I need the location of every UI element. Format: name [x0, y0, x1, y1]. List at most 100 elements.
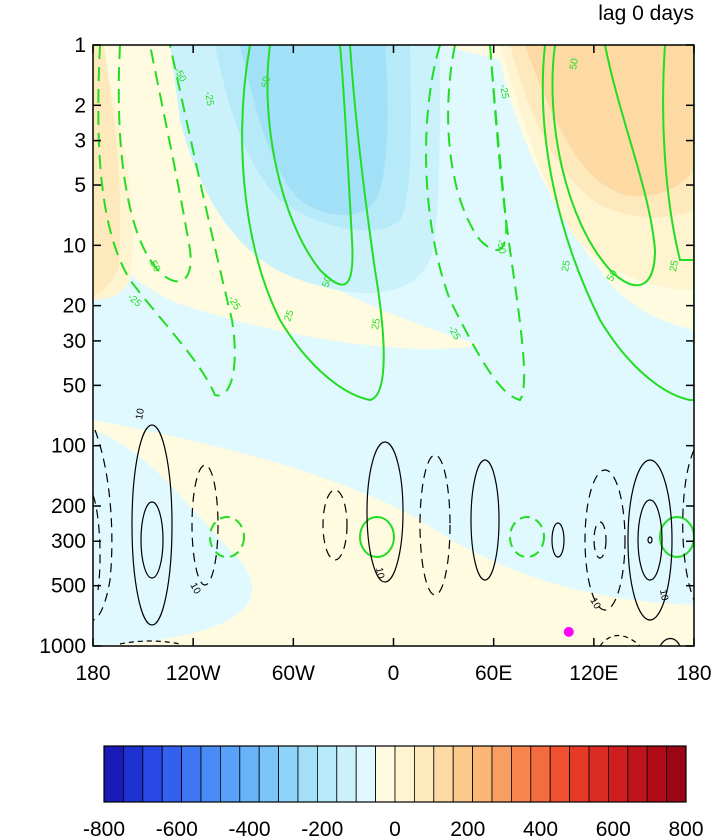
contour-black-solid-5	[551, 522, 565, 558]
colorbar-swatch-7	[239, 745, 260, 803]
colorbar-swatch-19	[472, 745, 493, 803]
contour-green-solid-3	[541, 45, 694, 401]
clabel-upper-0: 50	[260, 75, 273, 88]
shade-blue-3	[240, 45, 388, 215]
clabel-upper-3: -25	[202, 91, 215, 108]
x-tick-label-0: 180	[75, 662, 110, 685]
contour-black-solid-3	[366, 441, 404, 583]
green-loops-300hpa	[209, 516, 694, 558]
colorbar-tick-label-4: 0	[389, 818, 401, 838]
clabel-upper-13: 25	[560, 259, 573, 272]
colorbar-swatch-6	[219, 745, 241, 803]
clabel-upper-8: -50	[494, 239, 507, 256]
colorbar-swatch-18	[452, 745, 474, 803]
clabel-upper-14: 50	[605, 268, 620, 284]
contour-black-dashed-7	[593, 521, 607, 559]
colorbar-swatch-15	[394, 745, 415, 803]
y-tick-label-6: 30	[63, 330, 86, 353]
colorbar-swatch-13	[355, 745, 377, 803]
colorbar-swatch-26	[608, 745, 629, 803]
colorbar-swatch-29	[666, 745, 687, 803]
contour-black-dashed-2	[93, 494, 101, 591]
colorbar-tick-label-5: 200	[450, 818, 485, 838]
x-tick-label-1: 120W	[166, 662, 221, 685]
contour-black-dashed-5	[419, 454, 451, 596]
clabel-lower-1: 10	[187, 581, 202, 597]
contour-green-solid-1	[241, 45, 385, 402]
colorbar-swatch-8	[258, 745, 280, 803]
x-tick-label-2: 60W	[272, 662, 315, 685]
contour-black-solid-2	[140, 501, 164, 579]
colorbar-swatch-2	[142, 745, 163, 803]
colorbar-tick-label-6: 400	[523, 818, 558, 838]
x-tick-label-3: 0	[388, 662, 400, 685]
contour-green-dashed-1	[97, 45, 236, 397]
lower-contour-labels: 10 10 10 10 10	[134, 407, 670, 611]
chart-title: lag 0 days	[598, 2, 694, 25]
y-tick-label-9: 200	[51, 495, 86, 518]
clabel-lower-0: 10	[134, 407, 147, 420]
contour-green-dashed-2	[117, 45, 192, 283]
y-tick-label-10: 300	[51, 530, 86, 553]
colorbar-tick-label-8: 800	[668, 818, 703, 838]
colorbar-swatch-24	[569, 745, 590, 803]
contour-black-solid-7	[637, 499, 663, 581]
contour-black-solid-4	[470, 459, 500, 581]
clabel-lower-4: 10	[657, 589, 670, 602]
contour-green-solid-2	[266, 45, 354, 286]
y-tick-label-5: 20	[63, 295, 86, 318]
y-tick-label-0: 1	[74, 34, 86, 57]
shading-layer	[93, 45, 694, 646]
shade-lower-left-blue	[93, 430, 253, 646]
colorbar-swatch-11	[316, 745, 338, 803]
colorbar-swatch-28	[646, 745, 668, 803]
contour-black-dashed-8	[682, 449, 694, 601]
y-axis: 1 2 3 5 10 20 30 50 100 200 300 500 1000	[39, 34, 694, 658]
clabel-upper-1: 25	[282, 308, 296, 323]
colorbar-border	[103, 745, 687, 803]
contour-black-near-surface-2	[599, 634, 641, 646]
y-tick-label-8: 100	[51, 435, 86, 458]
x-tick-label-5: 120E	[569, 662, 618, 685]
colorbar-swatch-14	[375, 745, 396, 803]
shade-orange-right-3	[525, 45, 694, 197]
black-contours	[93, 424, 694, 646]
contour-black-near-surface-1	[119, 640, 181, 645]
contour-green-loop-4	[659, 516, 694, 558]
contour-black-dashed-3	[191, 464, 219, 586]
colorbar-swatch-10	[297, 745, 318, 803]
shade-orange-left	[93, 45, 121, 295]
y-tick-label-3: 5	[74, 174, 86, 197]
x-tick-label-4: 60E	[475, 662, 512, 685]
green-contours	[97, 45, 694, 402]
y-tick-label-4: 10	[63, 234, 86, 257]
colorbar-swatch-25	[588, 745, 609, 803]
clabel-upper-15: 25	[668, 259, 681, 272]
x-tick-label-6: 180	[676, 662, 711, 685]
contour-black-dashed-6	[584, 469, 626, 611]
location-marker	[563, 626, 574, 637]
colorbar-swatch-3	[161, 745, 182, 803]
contour-green-loop-3	[509, 516, 545, 558]
contour-green-loop-1	[209, 516, 245, 558]
contour-green-loop-2	[359, 516, 395, 558]
x-axis: 180 120W 60W 0 60E 120E 180	[75, 45, 712, 685]
colorbar-swatch-17	[433, 745, 454, 803]
contour-black-dashed-1	[93, 429, 113, 621]
colorbar-swatch-22	[530, 745, 551, 803]
colorbar-tick-label-1: -600	[156, 818, 198, 838]
colorbar-tick-label-2: -400	[228, 818, 270, 838]
colorbar-tick-label-7: 600	[596, 818, 631, 838]
y-tick-label-1: 2	[74, 94, 86, 117]
colorbar-swatch-9	[278, 745, 299, 803]
plot-area: 50 25 50 -25 -25 -50 -25 -25 -50 50 25 -…	[93, 45, 694, 646]
y-tick-label-12: 1000	[39, 635, 86, 658]
y-tick-label-11: 500	[51, 575, 86, 598]
clabel-lower-2: 10	[373, 567, 386, 580]
y-tick-label-7: 50	[63, 374, 86, 397]
contour-black-dashed-4	[322, 489, 348, 561]
colorbar-swatch-23	[549, 745, 571, 803]
clabel-lower-3: 10	[587, 596, 602, 612]
colorbar-swatch-5	[200, 745, 221, 803]
y-tick-label-2: 3	[74, 130, 86, 153]
